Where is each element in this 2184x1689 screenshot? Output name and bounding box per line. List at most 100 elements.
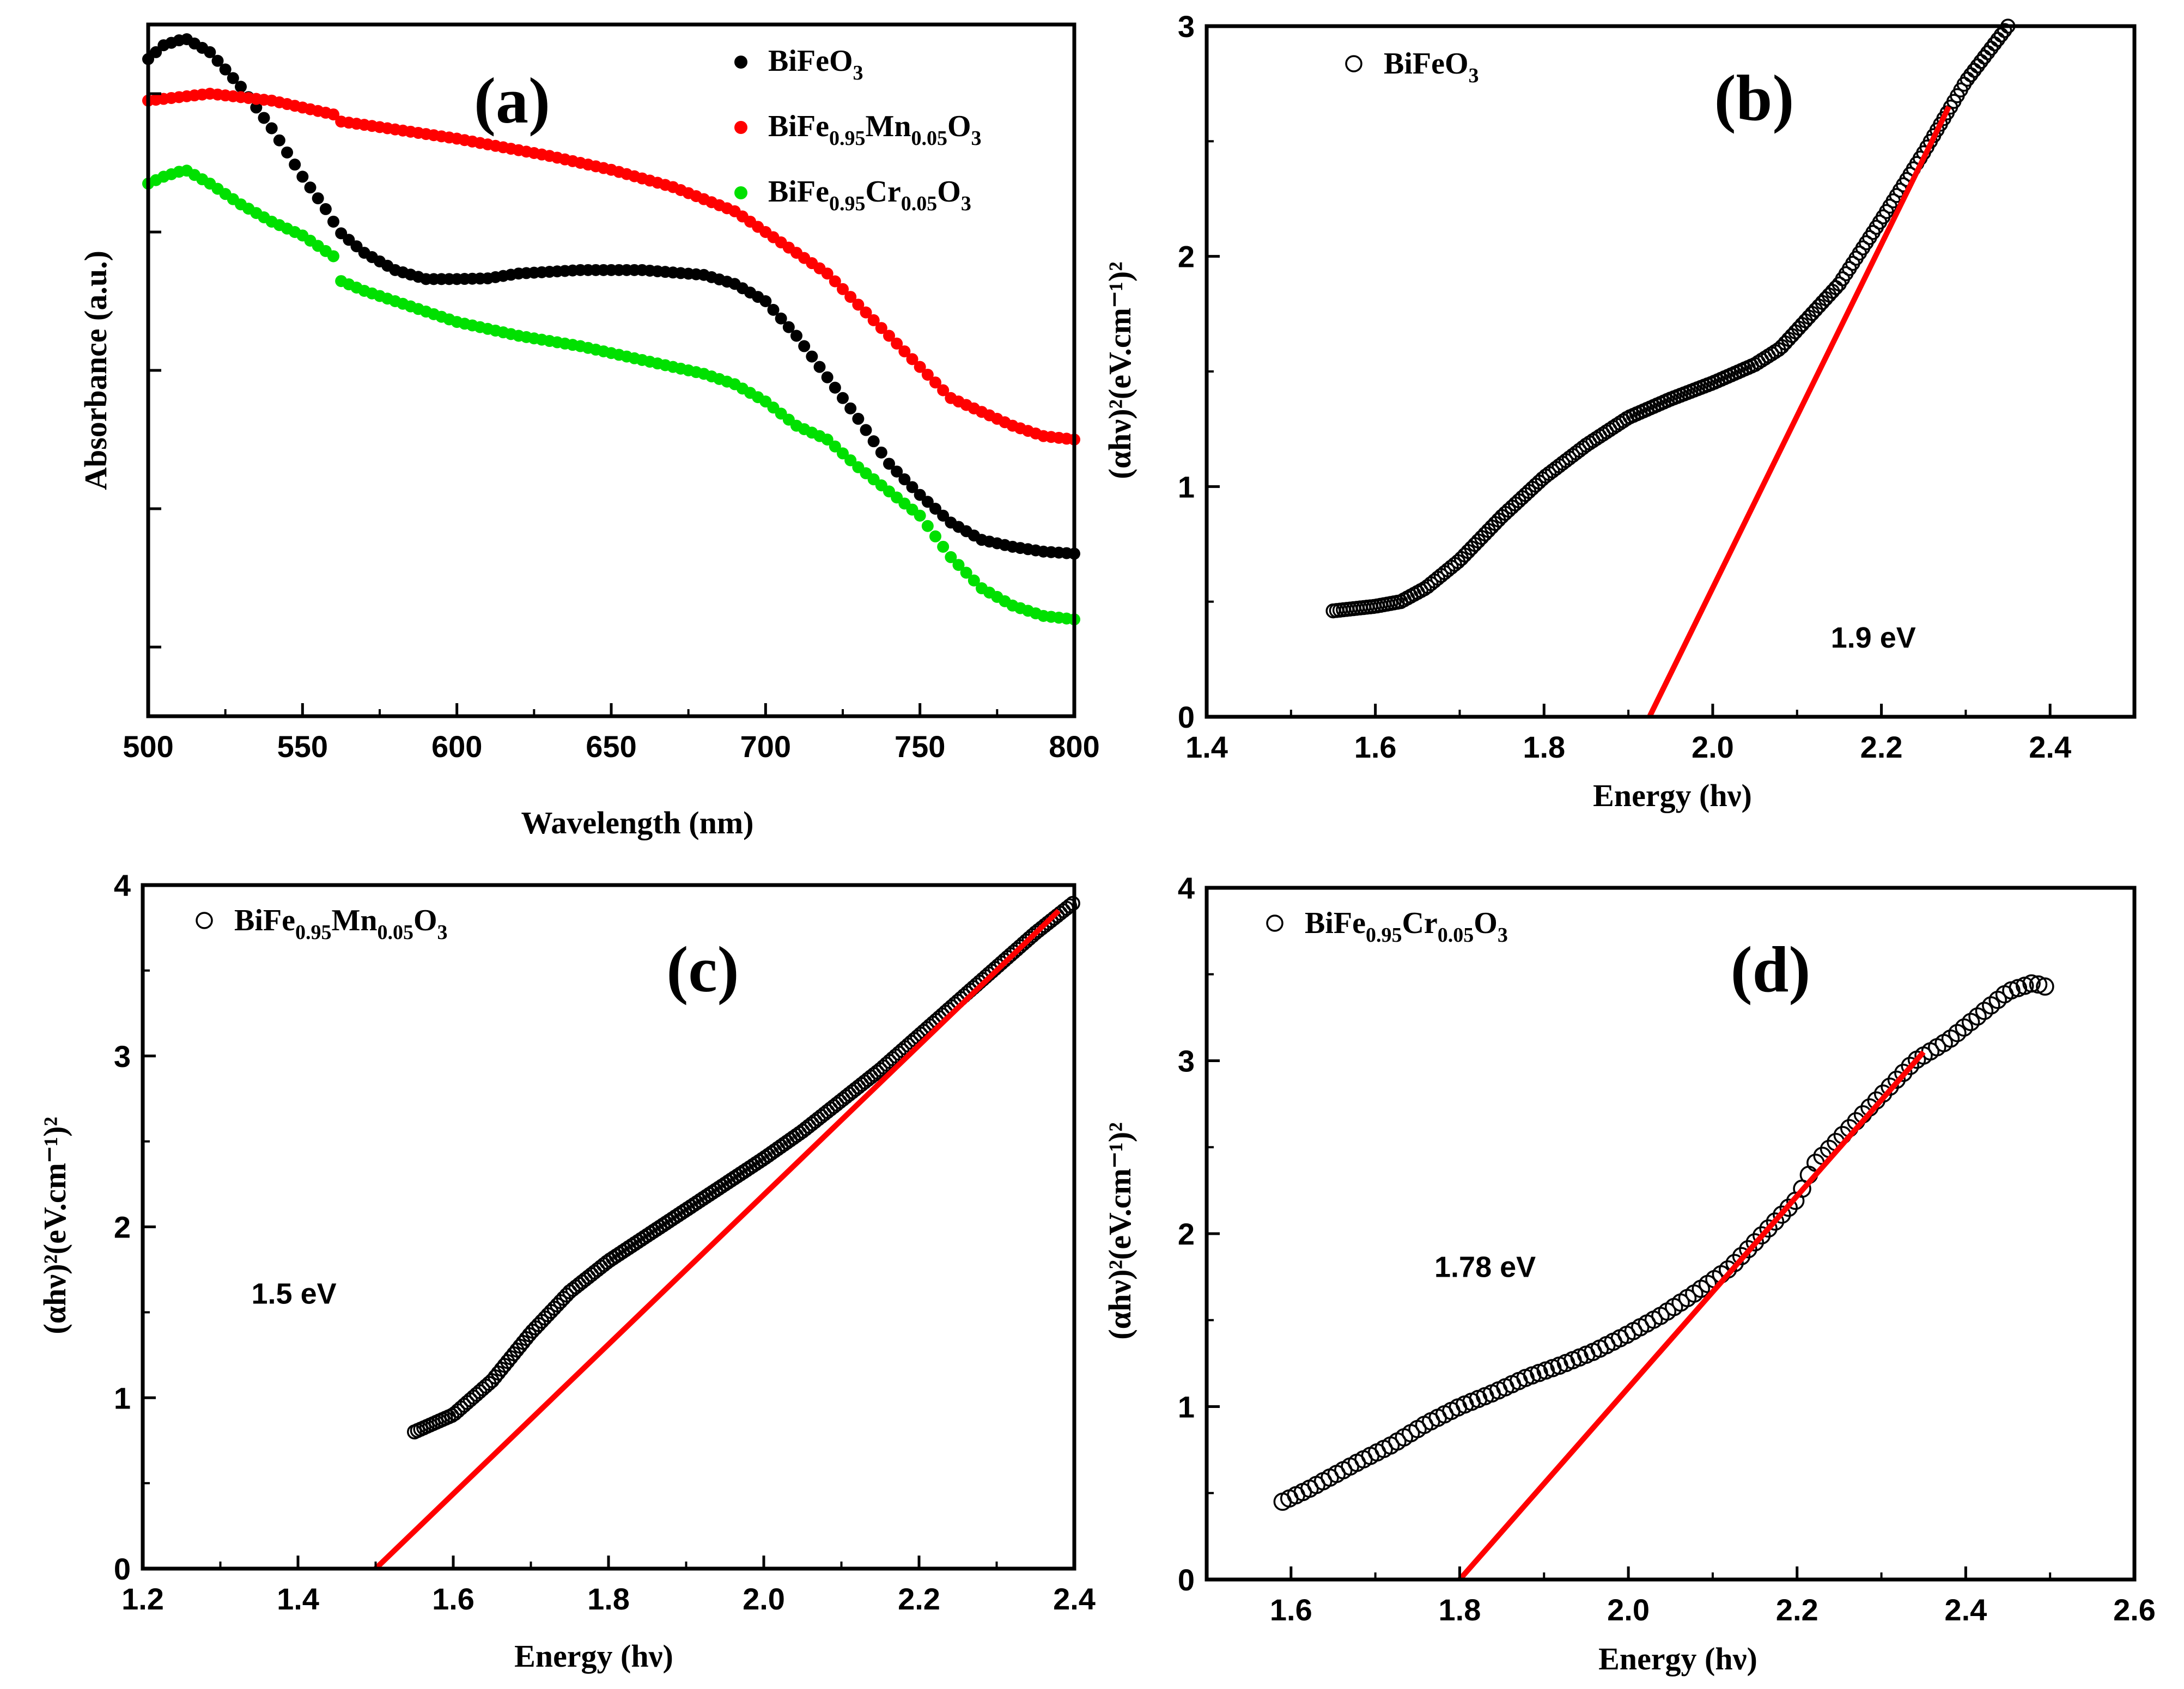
- legend-label-BiFeO3: BiFeO3​: [768, 44, 863, 84]
- curve-point: [914, 489, 926, 501]
- panel-c-annotation: 1.5 eV: [252, 1278, 337, 1310]
- tauc-point: [1887, 1070, 1906, 1089]
- curve-point: [860, 306, 872, 319]
- x-tick-label: 2.0: [1607, 1593, 1650, 1627]
- panel-c-ylabel: (αhν)²(eV.cm⁻¹)²: [37, 1117, 72, 1334]
- curve-point: [937, 509, 950, 522]
- curve-point: [937, 540, 950, 553]
- curve-point: [759, 295, 772, 307]
- curve-point: [798, 340, 811, 352]
- curve-point: [921, 368, 934, 381]
- panel-b-annotation: 1.9 eV: [1831, 621, 1916, 654]
- curve-point: [304, 181, 317, 194]
- curve-point: [952, 559, 965, 571]
- y-tick-label: 0: [1178, 700, 1195, 734]
- panel-a-ticks: 500 550 600 650 700 750 800: [123, 92, 1100, 764]
- x-tick-label: 700: [740, 729, 791, 764]
- x-tick-label: 1.4: [1185, 730, 1228, 764]
- panel-b-tauc-bifeo3: 1.4 1.6 1.8 2.0 2.2 2.4 0 1 2 3 (b) Energy (hν) (…: [1102, 9, 2137, 813]
- panel-d-ticks: 1.6 1.8 2.0 2.2 2.4 2.6 0 1 2 3 4: [1178, 871, 2156, 1627]
- y-tick-label: 1: [1178, 469, 1195, 504]
- panel-d-legend: BiFe0.95​Cr0.05​O3​: [1266, 906, 1508, 947]
- curve-point: [960, 566, 972, 579]
- tauc-point: [1779, 1198, 1798, 1217]
- x-tick-label: 1.6: [1270, 1593, 1312, 1627]
- panel-c-xlabel: Energy (hν): [514, 1638, 673, 1674]
- panel-d-ylabel: (αhν)²(eV.cm⁻¹)²: [1102, 1122, 1137, 1339]
- curve-point: [289, 158, 301, 171]
- tauc-point: [1759, 1219, 1778, 1238]
- y-tick-label: 3: [114, 1039, 131, 1074]
- panel-a-absorbance: 500 550 600 650 700 750 800 (a) Wavelength (nm…: [78, 22, 1100, 840]
- tauc-point: [1766, 1212, 1785, 1231]
- panel-d-annotation: 1.78 eV: [1434, 1251, 1536, 1283]
- curve-point: [150, 46, 162, 58]
- curve-point: [782, 321, 795, 333]
- curve-point: [227, 72, 239, 84]
- tauc-point: [1745, 1233, 1765, 1252]
- tauc-point: [1881, 1077, 1899, 1096]
- series-BiFeO3: [142, 33, 1080, 560]
- x-tick-label: 2.2: [1860, 730, 1903, 764]
- x-tick-label: 2.2: [1776, 1593, 1818, 1627]
- panel-a-ylabel: Absorbance (a.u.): [78, 251, 113, 490]
- legend-marker: [1345, 55, 1362, 72]
- panel-b-tag: (b): [1714, 62, 1794, 134]
- tauc-point: [1752, 1226, 1771, 1245]
- tauc-point: [1901, 1057, 1919, 1075]
- curve-point: [929, 503, 941, 515]
- x-tick-label: 2.4: [2029, 730, 2071, 764]
- panel-b-frame: [1204, 24, 2137, 719]
- tauc-point: [1894, 1063, 1913, 1082]
- panel-d-xlabel: Energy (hν): [1598, 1641, 1757, 1676]
- x-tick-label: 2.4: [1053, 1582, 1096, 1616]
- curve-point: [837, 447, 849, 460]
- series-BiFe0.95Mn0.05O3: [142, 88, 1080, 446]
- panel-d-tag: (d): [1731, 933, 1811, 1005]
- curve-point: [891, 465, 903, 478]
- y-tick-label: 1: [1178, 1390, 1195, 1424]
- x-tick-label: 750: [895, 729, 945, 764]
- curve-point: [821, 371, 834, 383]
- curve-point: [767, 303, 780, 316]
- curve-point: [867, 314, 880, 326]
- curve-point: [906, 481, 918, 493]
- curve-point: [273, 134, 285, 147]
- x-tick-label: 800: [1049, 729, 1099, 764]
- curve-point: [829, 381, 841, 394]
- x-tick-label: 2.0: [743, 1582, 785, 1616]
- curve-point: [219, 63, 232, 76]
- curve-point: [281, 146, 293, 158]
- curve-point: [821, 267, 834, 280]
- curve-point: [968, 574, 980, 587]
- x-tick-label: 1.6: [432, 1582, 474, 1616]
- panel-a-xlabel: Wavelength (nm): [521, 805, 754, 840]
- curve-point: [327, 215, 339, 228]
- curve-point: [898, 473, 911, 486]
- panel-d-series: [1273, 974, 2054, 1582]
- y-tick-label: 2: [1178, 1217, 1195, 1251]
- curve-point: [775, 312, 787, 325]
- legend-label: BiFe0.95​Cr0.05​O3​: [1305, 906, 1508, 947]
- curve-point: [844, 454, 857, 467]
- y-tick-label: 2: [114, 1210, 131, 1245]
- curve-point: [837, 392, 849, 404]
- curve-point: [937, 384, 950, 397]
- tauc-point: [1732, 1247, 1751, 1266]
- curve-point: [790, 330, 802, 342]
- legend-marker: [734, 121, 747, 134]
- panel-a-series: [142, 33, 1080, 626]
- panel-b-ticks: 1.4 1.6 1.8 2.0 2.2 2.4 0 1 2 3: [1178, 9, 2071, 764]
- y-tick-label: 1: [114, 1381, 131, 1415]
- curve-point: [829, 440, 841, 453]
- x-tick-label: 2.0: [1692, 730, 1734, 764]
- curve-point: [204, 46, 216, 58]
- legend-label: BiFeO3​: [1384, 47, 1479, 87]
- x-tick-label: 2.6: [2113, 1593, 2156, 1627]
- curve-point: [837, 283, 849, 295]
- curve-point: [821, 434, 834, 446]
- legend-label-BiFe0.95Mn0.05O3: BiFe0.95​Mn0.05​O3​: [768, 109, 982, 150]
- curve-point: [327, 108, 339, 121]
